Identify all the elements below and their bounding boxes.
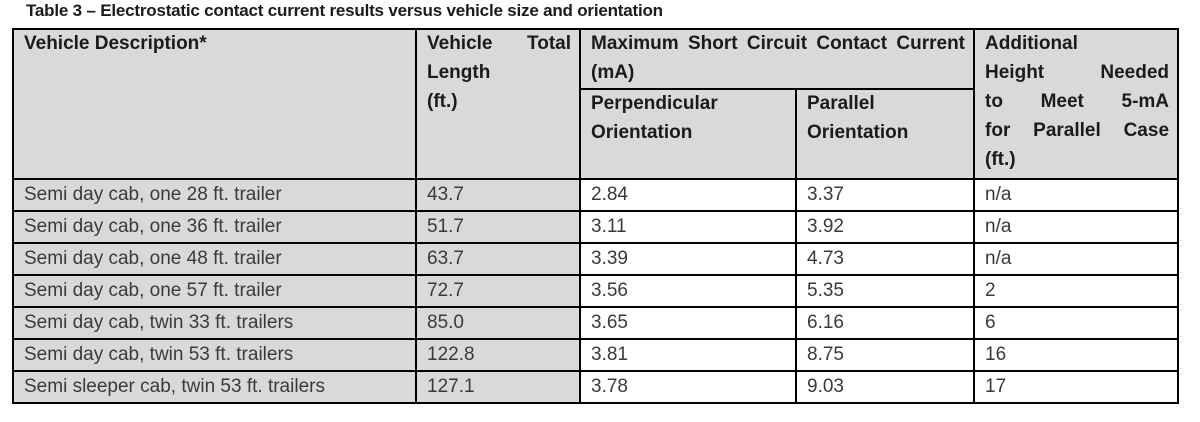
results-table: Vehicle Description* Vehicle Total Lengt… (12, 28, 1180, 404)
col-header-vehicle-total-length: Vehicle Total Length (ft.) (415, 28, 581, 180)
table-row: Semi day cab, one 36 ft. trailer 51.7 3.11… (12, 209, 1180, 244)
table-row: Semi day cab, one 57 ft. trailer 72.7 3.56… (12, 273, 1180, 308)
header-row-top: Vehicle Description* Vehicle Total Lengt… (12, 28, 1180, 180)
table-cell-length: 85.0 (415, 305, 581, 340)
table-cell-parallel: 5.35 (794, 273, 976, 308)
table-cell-length: 127.1 (415, 369, 581, 404)
table-row: Semi sleeper cab, twin 53 ft. trailers 12… (12, 369, 1180, 404)
table-row: Semi day cab, one 28 ft. trailer 43.7 2.84… (12, 177, 1180, 212)
table-cell-description: Semi sleeper cab, twin 53 ft. trailers (12, 369, 417, 404)
table-row: Semi day cab, twin 53 ft. trailers 122.8 3… (12, 337, 1180, 372)
table-cell-additional_height: 17 (973, 369, 1180, 404)
table-cell-perpendicular: 3.81 (579, 337, 797, 372)
table-cell-perpendicular: 3.78 (579, 369, 797, 404)
table-cell-additional_height: 16 (973, 337, 1180, 372)
table-cell-parallel: 3.92 (794, 209, 976, 244)
table-caption: Table 3 – Electrostatic contact current … (26, 1, 663, 20)
table-cell-additional_height: 2 (973, 273, 1180, 308)
table-cell-parallel: 3.37 (794, 177, 976, 212)
header-row-sub: Perpendicular Orientation Parallel Orien… (13, 87, 1178, 180)
table-cell-length: 72.7 (415, 273, 581, 308)
col-header-max-short-circuit-group: Maximum Short Circuit Contact Current (m… (578, 28, 976, 90)
table-cell-length: 122.8 (415, 337, 581, 372)
table-cell-parallel: 4.73 (794, 241, 976, 276)
col-header-vehicle-description: Vehicle Description* (12, 28, 417, 180)
col-header-perpendicular-orientation: Perpendicular Orientation (579, 87, 797, 180)
table-cell-length: 51.7 (415, 209, 581, 244)
table-cell-description: Semi day cab, twin 53 ft. trailers (12, 337, 417, 372)
table-row: Semi day cab, one 48 ft. trailer 63.7 3.39… (12, 241, 1180, 276)
table-cell-length: 43.7 (415, 177, 581, 212)
table-cell-additional_height: n/a (973, 241, 1180, 276)
table-cell-perpendicular: 3.56 (579, 273, 797, 308)
table-cell-perpendicular: 3.11 (579, 209, 797, 244)
table-cell-parallel: 8.75 (794, 337, 976, 372)
table-cell-parallel: 9.03 (794, 369, 976, 404)
table-row: Semi day cab, twin 33 ft. trailers 85.0 3.… (12, 305, 1180, 340)
table-cell-perpendicular: 3.39 (579, 241, 797, 276)
col-header-parallel-orientation: Parallel Orientation (794, 87, 976, 180)
table-cell-perpendicular: 3.65 (579, 305, 797, 340)
table-cell-additional_height: 6 (973, 305, 1180, 340)
table-cell-additional_height: n/a (973, 209, 1180, 244)
table-cell-additional_height: n/a (973, 177, 1180, 212)
table-cell-description: Semi day cab, one 57 ft. trailer (12, 273, 417, 308)
table-cell-description: Semi day cab, one 48 ft. trailer (12, 241, 417, 276)
table-cell-description: Semi day cab, one 28 ft. trailer (12, 177, 417, 212)
table-cell-description: Semi day cab, one 36 ft. trailer (12, 209, 417, 244)
table-cell-length: 63.7 (415, 241, 581, 276)
table-cell-perpendicular: 2.84 (579, 177, 797, 212)
table-cell-description: Semi day cab, twin 33 ft. trailers (12, 305, 417, 340)
table-cell-parallel: 6.16 (794, 305, 976, 340)
col-header-additional-height: Additional Height Needed to Meet 5-mA fo… (973, 28, 1180, 180)
